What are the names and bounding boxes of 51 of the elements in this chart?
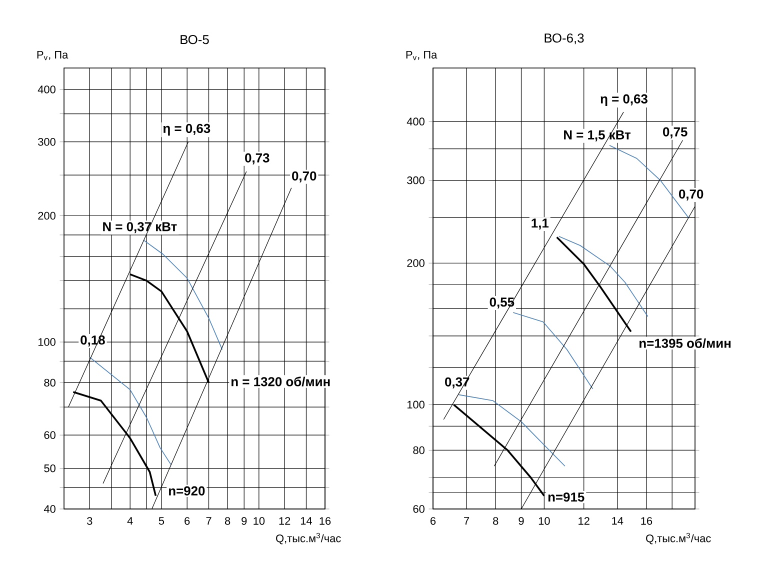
annotation: 0,70 — [678, 189, 704, 200]
annotation: 0,75 — [663, 127, 688, 138]
y-tick-label: 400 — [406, 118, 424, 126]
x-tick-label: 6 — [184, 517, 190, 525]
y-tick-label: 200 — [38, 212, 56, 220]
chart-title: ВО-6,3 — [544, 33, 584, 44]
x-tick-label: 12 — [279, 517, 290, 525]
y-tick-label: 100 — [407, 400, 424, 409]
annotation: n=915 — [548, 492, 584, 502]
x-axis-title: Q,тыс.м$^{3}$/час — [276, 532, 341, 544]
x-tick-label: 6 — [430, 517, 436, 525]
y-tick-label: 400 — [38, 86, 56, 94]
x-tick-label: 10 — [538, 517, 550, 525]
y-tick-label: 80 — [44, 378, 56, 387]
annotation: n=920 — [169, 486, 205, 496]
y-tick-label: 100 — [38, 338, 56, 346]
x-tick-label: 16 — [320, 517, 331, 525]
y-tick-label: 60 — [413, 505, 424, 513]
y-tick-label: 200 — [407, 259, 424, 267]
x-tick-label: 9 — [242, 517, 247, 525]
annotation: 0,73 — [245, 153, 270, 164]
y-axis-title: P$_{v}$, Па — [37, 50, 68, 60]
x-tick-label: 3 — [87, 517, 92, 525]
x-tick-label: 14 — [612, 517, 624, 525]
annotation: n=1395 об/мин — [640, 338, 731, 348]
annotation: η = 0,63 — [600, 94, 648, 106]
y-tick-label: 80 — [413, 446, 424, 454]
x-tick-label: 12 — [578, 517, 590, 525]
y-tick-label: 50 — [44, 464, 56, 472]
y-tick-label: 300 — [38, 138, 56, 146]
x-tick-label: 7 — [206, 517, 212, 525]
x-tick-label: 16 — [641, 517, 652, 525]
x-tick-label: 14 — [300, 517, 312, 525]
x-tick-label: 4 — [127, 517, 133, 525]
y-tick-label: 300 — [407, 176, 424, 184]
x-tick-label: 7 — [464, 517, 470, 525]
annotation: n = 1320 об/мин — [232, 376, 330, 386]
x-tick-label: 5 — [158, 517, 164, 525]
x-axis-title: Q,тыс.м$^{3}$/час — [646, 532, 711, 544]
y-axis-title: P$_{v}$, Па — [406, 50, 438, 60]
x-tick-label: 9 — [518, 517, 524, 525]
annotation: 1,1 — [532, 218, 549, 230]
x-tick-label: 10 — [254, 517, 265, 525]
annotation: 0,70 — [292, 171, 316, 182]
chart-title: ВО-5 — [180, 34, 209, 44]
y-tick-label: 60 — [44, 431, 56, 439]
x-tick-label: 8 — [493, 517, 498, 525]
x-tick-label: 8 — [224, 517, 230, 525]
y-tick-label: 40 — [44, 505, 56, 513]
annotation: N = 1,5 кВт — [564, 130, 631, 142]
annotation: η = 0,63 — [163, 124, 210, 136]
